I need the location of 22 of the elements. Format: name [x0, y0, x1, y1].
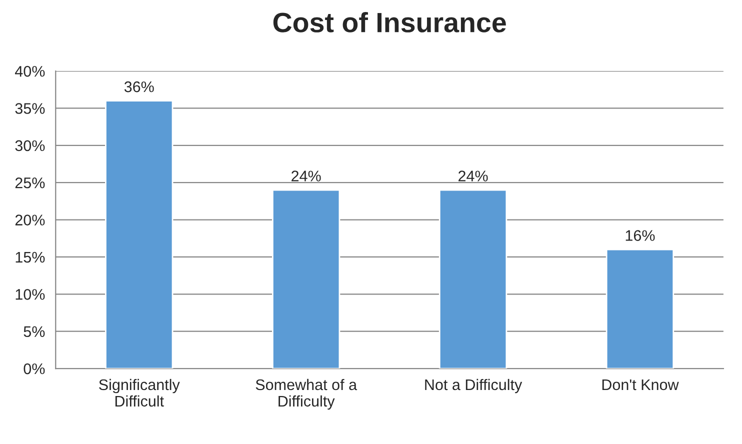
bar [105, 100, 174, 369]
x-tick-label: Not a Difficulty [425, 378, 522, 394]
y-tick-label: 15% [16, 252, 45, 263]
x-tick-label: Significantly Difficult [99, 378, 180, 407]
data-label: 24% [458, 170, 488, 182]
bar [438, 189, 508, 369]
y-tick-label: 10% [16, 289, 45, 300]
data-label: 24% [292, 170, 321, 182]
bar [272, 189, 340, 369]
y-tick-label: 35% [15, 103, 45, 114]
data-label: 16% [626, 230, 655, 241]
y-tick-label: 40% [15, 66, 45, 77]
y-tick-label: 20% [15, 214, 45, 226]
x-tick-label: Don't Know [602, 380, 679, 390]
y-tick-label: 25% [15, 177, 45, 188]
bar [606, 248, 674, 369]
x-tick-label: Somewhat of a Difficulty [256, 378, 358, 410]
data-label: 36% [124, 81, 154, 92]
y-tick-label: 5% [24, 326, 45, 338]
y-tick-label: 30% [15, 140, 45, 152]
y-tick-label: 0% [24, 363, 45, 374]
chart-title: Cost of Insurance [273, 12, 506, 32]
